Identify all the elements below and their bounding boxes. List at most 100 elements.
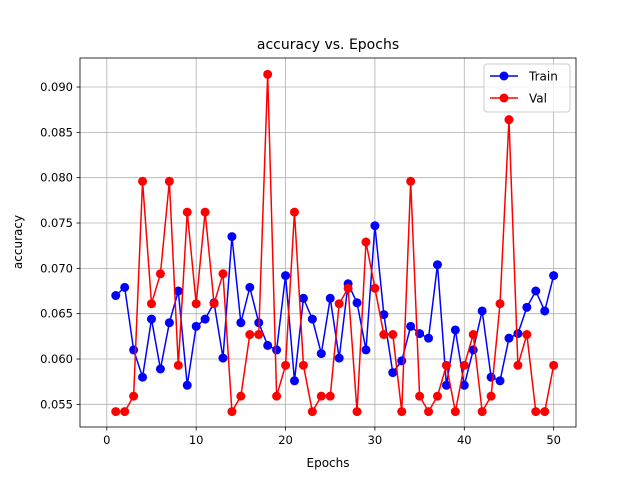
data-point-val [361,237,371,247]
data-point-val [397,407,407,417]
data-point-val [111,407,121,417]
series-line-train [115,224,555,387]
data-point-train [459,380,469,390]
data-point-train [227,232,237,242]
data-point-val [540,407,550,417]
plot-frame [79,57,577,428]
chart-title: accuracy vs. Epochs [257,37,399,53]
data-point-val [272,391,282,401]
legend-train-label: Train [528,70,558,84]
data-point-train [182,380,192,390]
y-tick-label: 0.075 [40,216,73,230]
data-point-train [495,376,505,386]
data-point-val [173,360,183,370]
data-point-val [182,207,192,217]
x-tick-label: 30 [368,433,383,447]
y-axis: 0.055 0.060 0.065 0.070 0.075 0.080 0.085 0.090 [40,80,80,411]
data-point-train [477,306,487,316]
data-point-train [397,356,407,366]
data-point-train [307,314,317,324]
data-point-val [406,176,416,186]
data-point-val [316,391,326,401]
data-point-val [138,176,148,186]
data-point-val [513,360,523,370]
legend-train-marker [499,71,509,81]
data-point-val [209,299,219,309]
legend-val-marker [499,93,509,103]
legend: Train Val [483,63,571,113]
x-tick-label: 0 [103,433,110,447]
data-point-train [289,376,299,386]
data-point-val [549,360,559,370]
data-point-val [477,407,487,417]
y-tick-label: 0.065 [40,307,73,321]
y-tick-label: 0.060 [40,352,73,366]
data-point-val [432,391,442,401]
data-point-val [146,299,156,309]
data-point-val [307,407,317,417]
data-point-train [531,286,541,296]
data-point-val [191,299,201,309]
data-point-train [146,314,156,324]
data-point-val [370,283,380,293]
data-point-train [334,353,344,363]
data-point-val [379,330,389,340]
data-point-train [522,302,532,312]
data-point-val [236,391,246,401]
data-point-val [227,407,237,417]
data-point-train [325,293,335,303]
data-point-val [120,407,130,417]
data-point-train [406,321,416,331]
data-point-val [504,115,514,125]
data-point-train [138,372,148,382]
data-point-train [540,306,550,316]
data-point-train [486,372,496,382]
data-point-val [281,360,291,370]
data-point-train [432,260,442,270]
data-point-train [281,271,291,281]
data-point-train [352,298,362,308]
data-point-val [424,407,434,417]
data-point-train [129,345,139,355]
data-point-train [441,380,451,390]
data-point-val [298,360,308,370]
y-tick-label: 0.055 [40,397,73,411]
x-tick-label: 50 [546,433,561,447]
data-point-train [200,314,210,324]
data-point-val [325,391,335,401]
series-layer [111,69,559,417]
series-line-val [115,73,555,413]
data-point-train [111,291,121,301]
data-point-train [388,368,398,378]
y-tick-label: 0.090 [40,80,73,94]
data-point-train [155,364,165,374]
data-point-val [531,407,541,417]
data-point-val [352,407,362,417]
data-point-val [441,360,451,370]
data-point-train [370,221,380,231]
data-point-train [379,310,389,320]
data-point-train [120,282,130,292]
data-point-val [289,207,299,217]
data-point-train [504,333,514,343]
data-point-train [272,345,282,355]
data-point-val [459,360,469,370]
data-point-val [200,207,210,217]
data-point-train [173,286,183,296]
data-point-train [361,345,371,355]
legend-val-label: Val [529,92,547,106]
data-point-val [468,330,478,340]
data-point-train [316,349,326,359]
grid [80,58,576,427]
data-point-train [245,282,255,292]
data-point-train [191,321,201,331]
data-point-train [164,318,174,328]
y-axis-label: accuracy [11,215,25,269]
data-point-val [495,299,505,309]
data-point-train [236,318,246,328]
data-point-val [164,176,174,186]
x-tick-label: 40 [457,433,472,447]
series-train [111,221,559,390]
data-point-val [415,391,425,401]
data-point-val [218,269,228,279]
